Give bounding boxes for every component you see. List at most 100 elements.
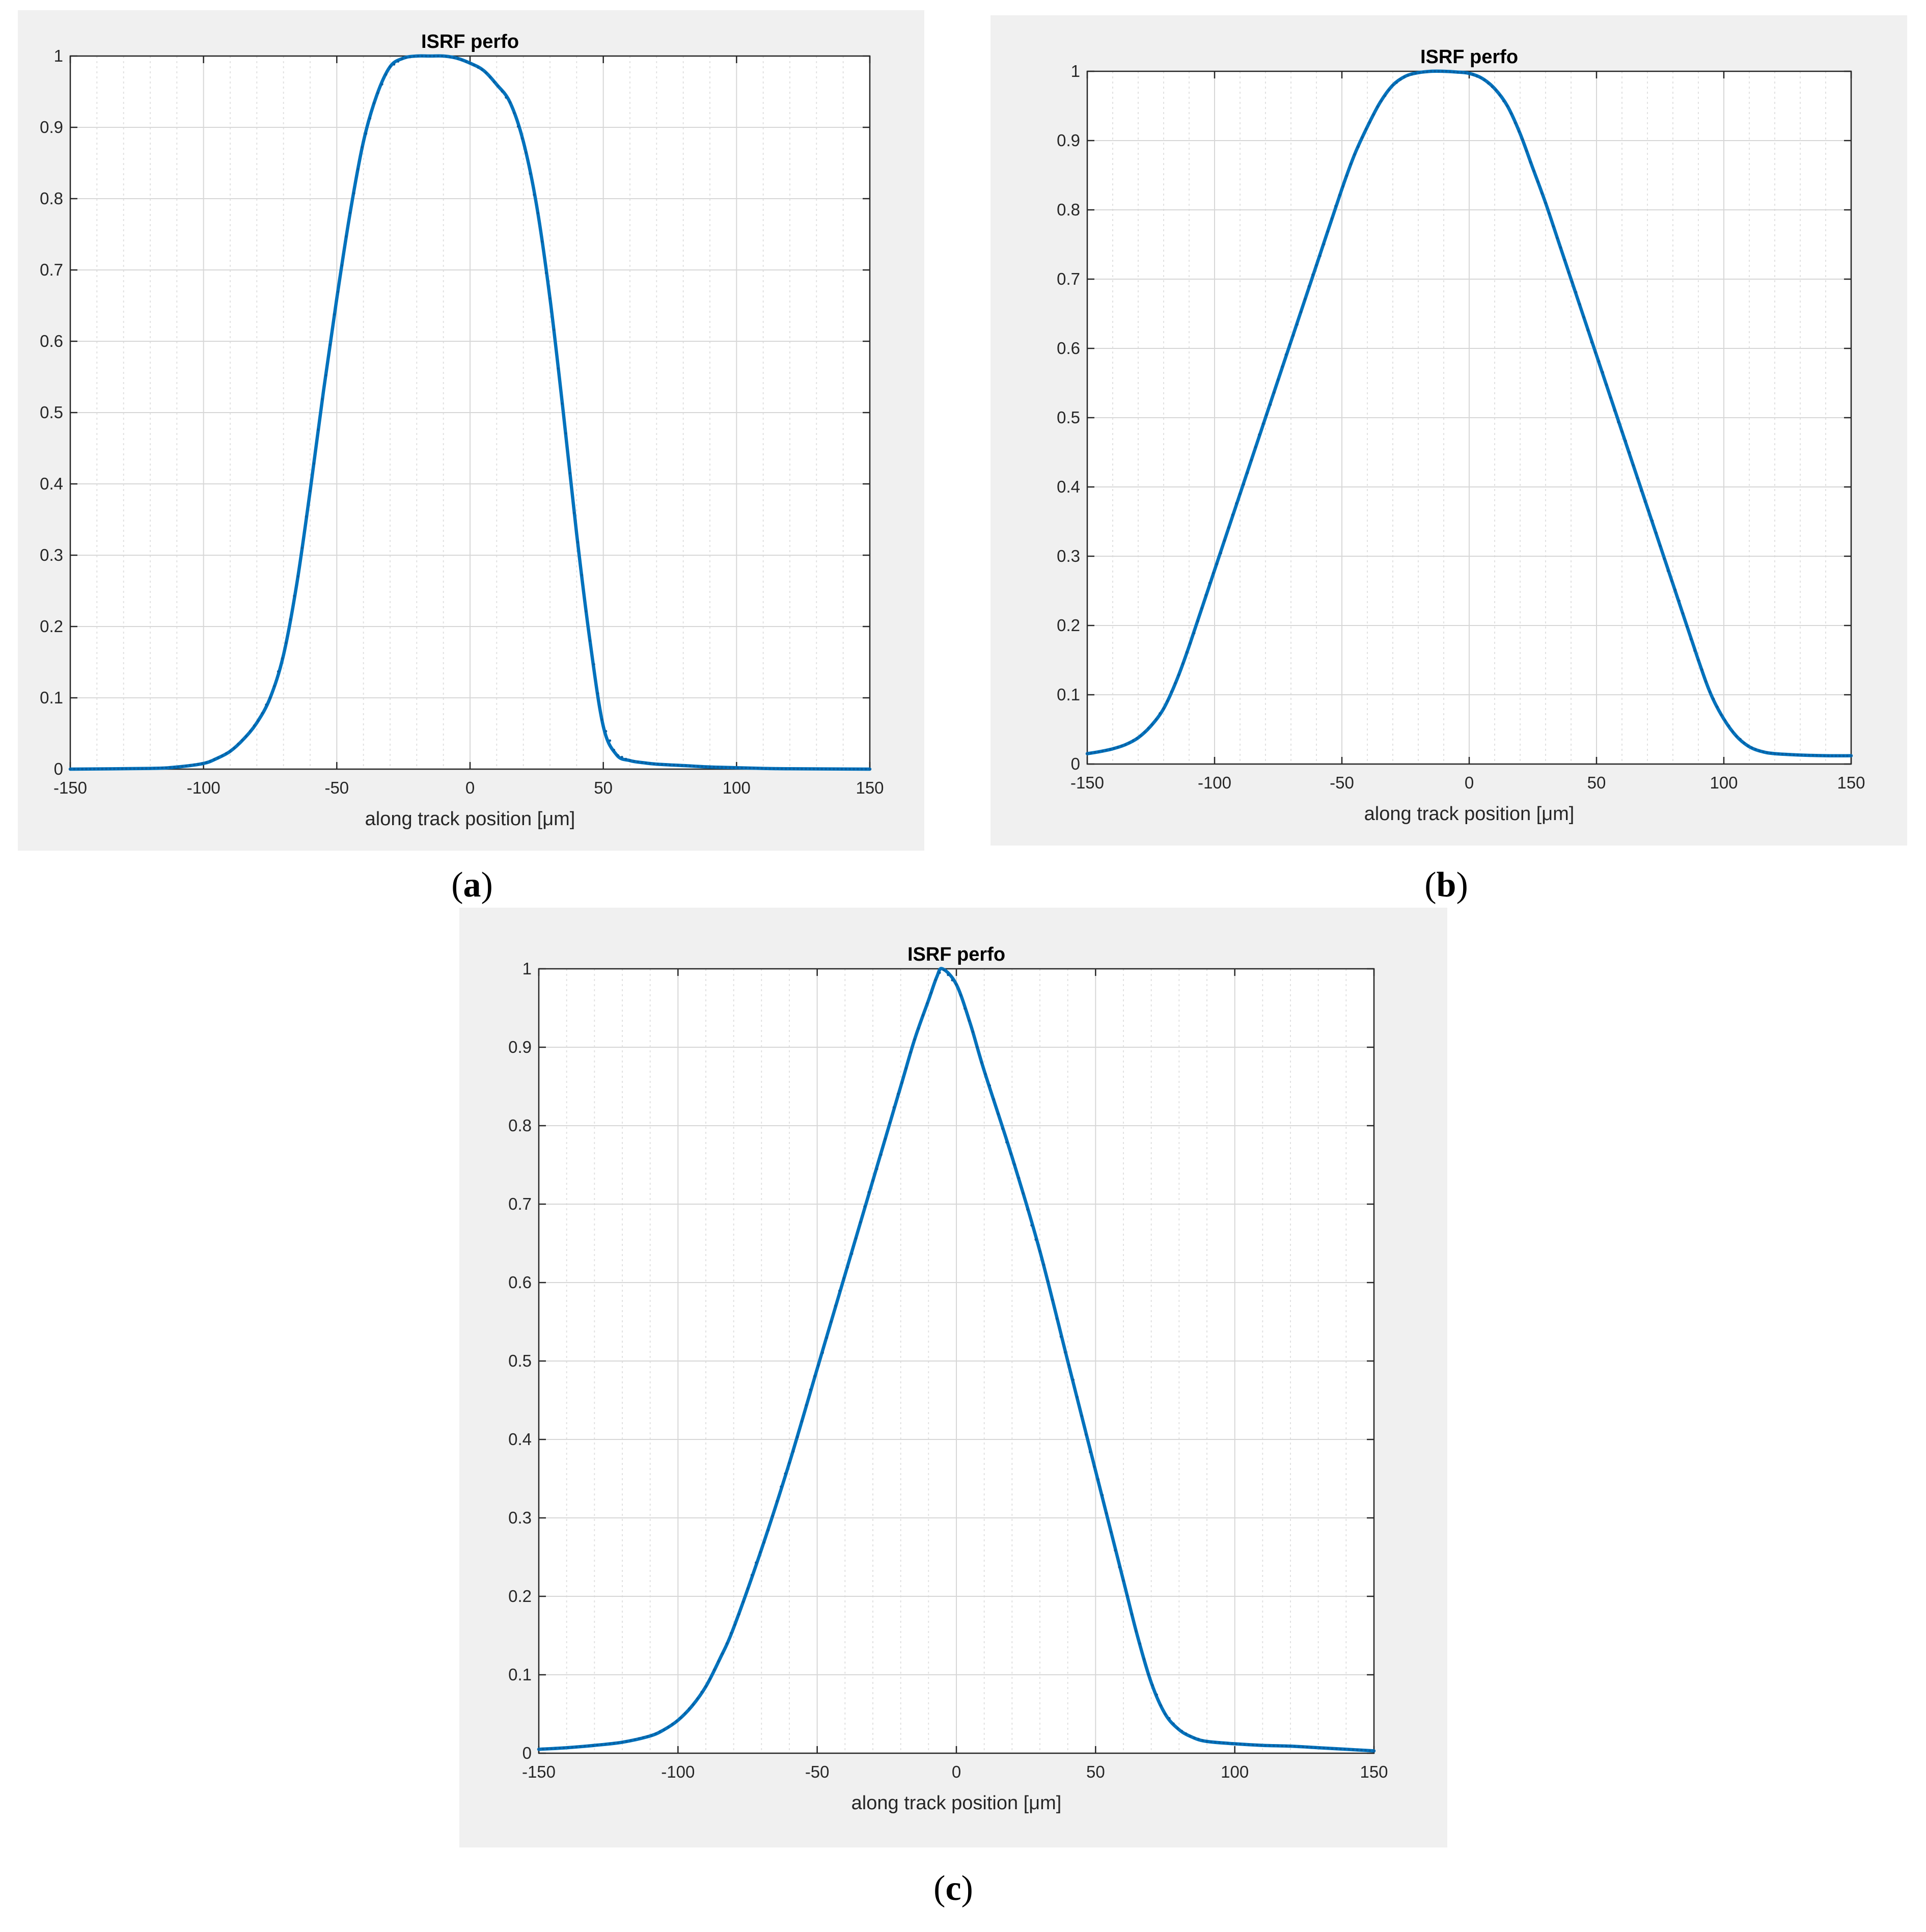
data-point [776, 1500, 778, 1503]
data-point [1666, 569, 1669, 573]
data-point [1376, 105, 1379, 108]
data-point [1750, 746, 1753, 749]
data-point [361, 146, 364, 149]
data-point [1655, 531, 1658, 534]
data-point [672, 764, 675, 767]
data-point [436, 55, 439, 58]
data-point [604, 1743, 607, 1746]
data-point [1026, 1208, 1029, 1211]
data-point [1034, 1238, 1037, 1241]
data-point [373, 102, 375, 104]
data-point [297, 575, 299, 578]
data-point [721, 1652, 724, 1655]
data-point [85, 768, 88, 771]
data-point [968, 1019, 970, 1022]
data-point [1754, 748, 1757, 751]
data-point [1201, 1739, 1204, 1742]
data-point [548, 297, 552, 300]
data-point [1632, 464, 1635, 467]
data-point [529, 172, 532, 175]
data-point [1264, 1744, 1267, 1747]
data-point [1823, 754, 1826, 757]
y-tick-label: 0.5 [40, 403, 63, 422]
data-point [568, 472, 571, 475]
data-point [788, 767, 791, 770]
data-point [1399, 78, 1402, 81]
data-point [675, 1720, 678, 1723]
data-point [73, 768, 76, 771]
data-point [1185, 651, 1188, 654]
data-point [309, 489, 312, 493]
data-point [792, 1450, 795, 1453]
data-point [692, 1703, 695, 1706]
data-point [1502, 100, 1505, 103]
data-point [1827, 754, 1830, 757]
data-point [993, 1098, 996, 1101]
data-point [1293, 1745, 1296, 1748]
data-point [669, 764, 671, 766]
data-point [550, 1747, 553, 1750]
data-point [980, 1061, 983, 1064]
data-point [1231, 513, 1234, 516]
data-point [756, 767, 759, 770]
data-point [1261, 422, 1264, 425]
data-point [1260, 1744, 1263, 1747]
data-point [863, 1205, 866, 1208]
data-point [1086, 752, 1089, 755]
data-point [742, 1600, 745, 1603]
data-point [656, 763, 659, 766]
data-point [1124, 743, 1127, 746]
data-point [1209, 1740, 1213, 1743]
data-point [1625, 440, 1627, 443]
y-tick-label: 0.8 [1057, 200, 1080, 219]
y-tick-label: 0.4 [1057, 477, 1080, 496]
data-point [1819, 754, 1822, 757]
data-point [1384, 94, 1387, 97]
data-point [505, 96, 508, 99]
data-point [408, 56, 411, 59]
data-point [588, 1744, 590, 1747]
data-point [938, 971, 941, 974]
data-point [746, 1587, 749, 1590]
data-point [764, 767, 767, 770]
data-point [1834, 754, 1837, 757]
data-point [821, 1351, 824, 1354]
data-point [708, 1677, 711, 1680]
data-point [1009, 1152, 1012, 1155]
data-point [667, 1726, 670, 1729]
data-point [289, 618, 292, 621]
data-point [1110, 1531, 1112, 1534]
data-point [1403, 75, 1406, 78]
data-point [1042, 1263, 1045, 1266]
data-point [1204, 594, 1207, 596]
data-point [947, 973, 949, 976]
data-point [221, 754, 224, 757]
data-point [1785, 753, 1787, 756]
data-point [1246, 472, 1249, 474]
data-point [892, 1106, 895, 1109]
data-point [101, 768, 104, 770]
x-tick-label: 150 [856, 778, 884, 797]
data-point [654, 1732, 657, 1735]
data-point [1226, 1742, 1229, 1745]
data-point [642, 1736, 645, 1739]
data-point [141, 767, 144, 770]
data-point [1571, 281, 1574, 283]
data-point [1445, 70, 1448, 73]
data-point [1422, 71, 1425, 74]
data-point [600, 1743, 603, 1746]
data-point [272, 685, 276, 688]
x-tick-label: -150 [53, 778, 87, 797]
data-point [1327, 1747, 1330, 1750]
data-point [1154, 718, 1158, 721]
data-point [1135, 1630, 1138, 1632]
data-point [725, 1642, 728, 1645]
data-point [337, 290, 340, 293]
data-point [1197, 620, 1199, 622]
data-point [1331, 1747, 1334, 1750]
data-point [826, 1337, 829, 1339]
data-point [1212, 572, 1215, 575]
data-point [1168, 1717, 1171, 1720]
data-point [1136, 737, 1138, 740]
data-point [829, 768, 831, 771]
